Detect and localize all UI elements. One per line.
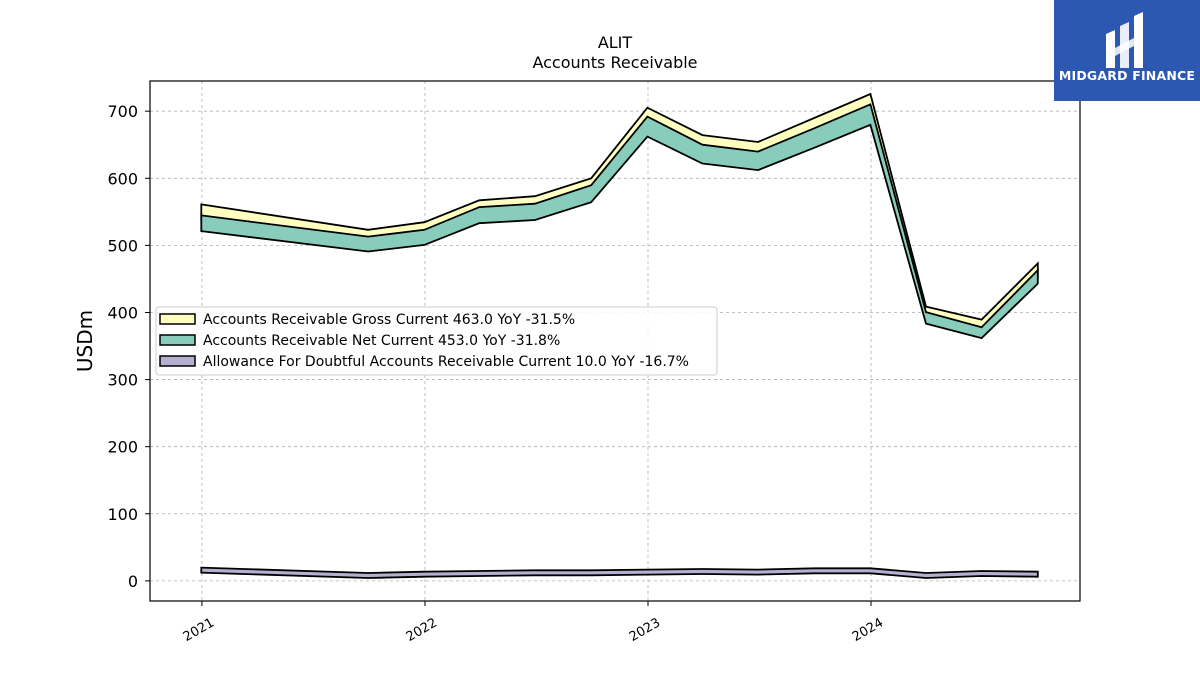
y-tick-label: 100 — [107, 505, 138, 524]
legend-box — [155, 306, 718, 376]
legend-swatch — [159, 313, 196, 325]
x-tick-label: 2021 — [181, 615, 217, 645]
y-tick-label: 400 — [107, 303, 138, 322]
legend-swatch — [159, 355, 196, 367]
series-layer — [200, 92, 1039, 579]
brand-logo: MIDGARD FINANCE — [1054, 0, 1200, 101]
y-axis-label: USDm — [73, 310, 97, 372]
series-band-2 — [200, 103, 1039, 340]
brand-name: MIDGARD FINANCE — [1058, 68, 1196, 83]
x-tick-label: 2022 — [404, 615, 440, 645]
y-tick-label: 500 — [107, 236, 138, 255]
x-tick-label: 2023 — [627, 615, 663, 645]
y-tick-label: 600 — [107, 169, 138, 188]
legend-label: Accounts Receivable Gross Current 463.0 … — [203, 312, 575, 328]
y-tick-label: 700 — [107, 102, 138, 121]
y-tick-label: 0 — [128, 572, 138, 591]
legend-label: Allowance For Doubtful Accounts Receivab… — [203, 354, 689, 370]
y-tick-label: 200 — [107, 438, 138, 457]
legend: Accounts Receivable Gross Current 463.0 … — [155, 306, 718, 376]
legend-label: Accounts Receivable Net Current 453.0 Yo… — [203, 333, 560, 349]
chart-title: ALIT — [598, 33, 633, 52]
y-tick-label: 300 — [107, 371, 138, 390]
series-band-3 — [200, 566, 1039, 579]
logo-mark-icon — [1106, 12, 1143, 68]
chart-subtitle: Accounts Receivable — [532, 53, 697, 72]
series-band-1 — [200, 92, 1039, 332]
legend-swatch — [159, 334, 196, 346]
x-tick-label: 2024 — [850, 615, 886, 645]
plot-frame — [149, 80, 1081, 602]
